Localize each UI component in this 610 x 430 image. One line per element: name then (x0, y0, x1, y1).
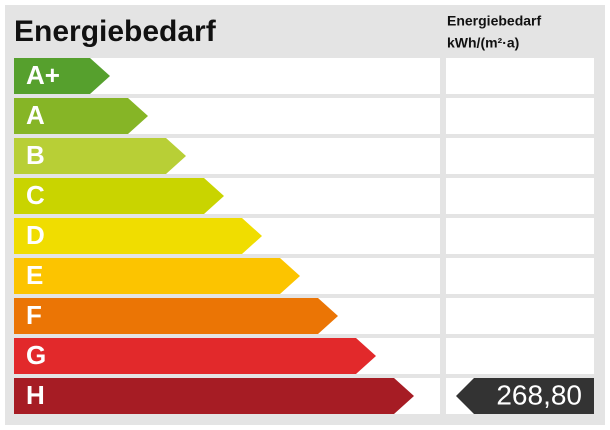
column-header: Energiebedarf (447, 13, 541, 29)
value-cell (446, 218, 594, 254)
class-label: H (26, 380, 45, 410)
class-arrow (14, 58, 110, 94)
value-cell (446, 338, 594, 374)
class-arrow (14, 258, 300, 294)
class-label: E (26, 260, 43, 290)
class-arrow (14, 218, 262, 254)
title: Energiebedarf (14, 15, 217, 48)
class-arrow (14, 378, 414, 414)
value-cell (446, 298, 594, 334)
class-label: D (26, 220, 45, 250)
column-header: kWh/(m²·a) (447, 35, 519, 51)
class-label: G (26, 340, 46, 370)
class-arrow (14, 98, 148, 134)
value-cell (446, 178, 594, 214)
value-label: 268,80 (496, 379, 582, 410)
class-label: A (26, 100, 45, 130)
value-cell (446, 98, 594, 134)
class-arrow (14, 178, 224, 214)
value-cell (446, 58, 594, 94)
value-indicator (456, 378, 594, 414)
value-cell (446, 138, 594, 174)
class-arrow (14, 338, 376, 374)
class-label: F (26, 300, 42, 330)
value-cell (446, 258, 594, 294)
class-arrow (14, 138, 186, 174)
class-label: C (26, 180, 45, 210)
class-label: B (26, 140, 45, 170)
class-label: A+ (26, 60, 60, 90)
class-arrow (14, 298, 338, 334)
